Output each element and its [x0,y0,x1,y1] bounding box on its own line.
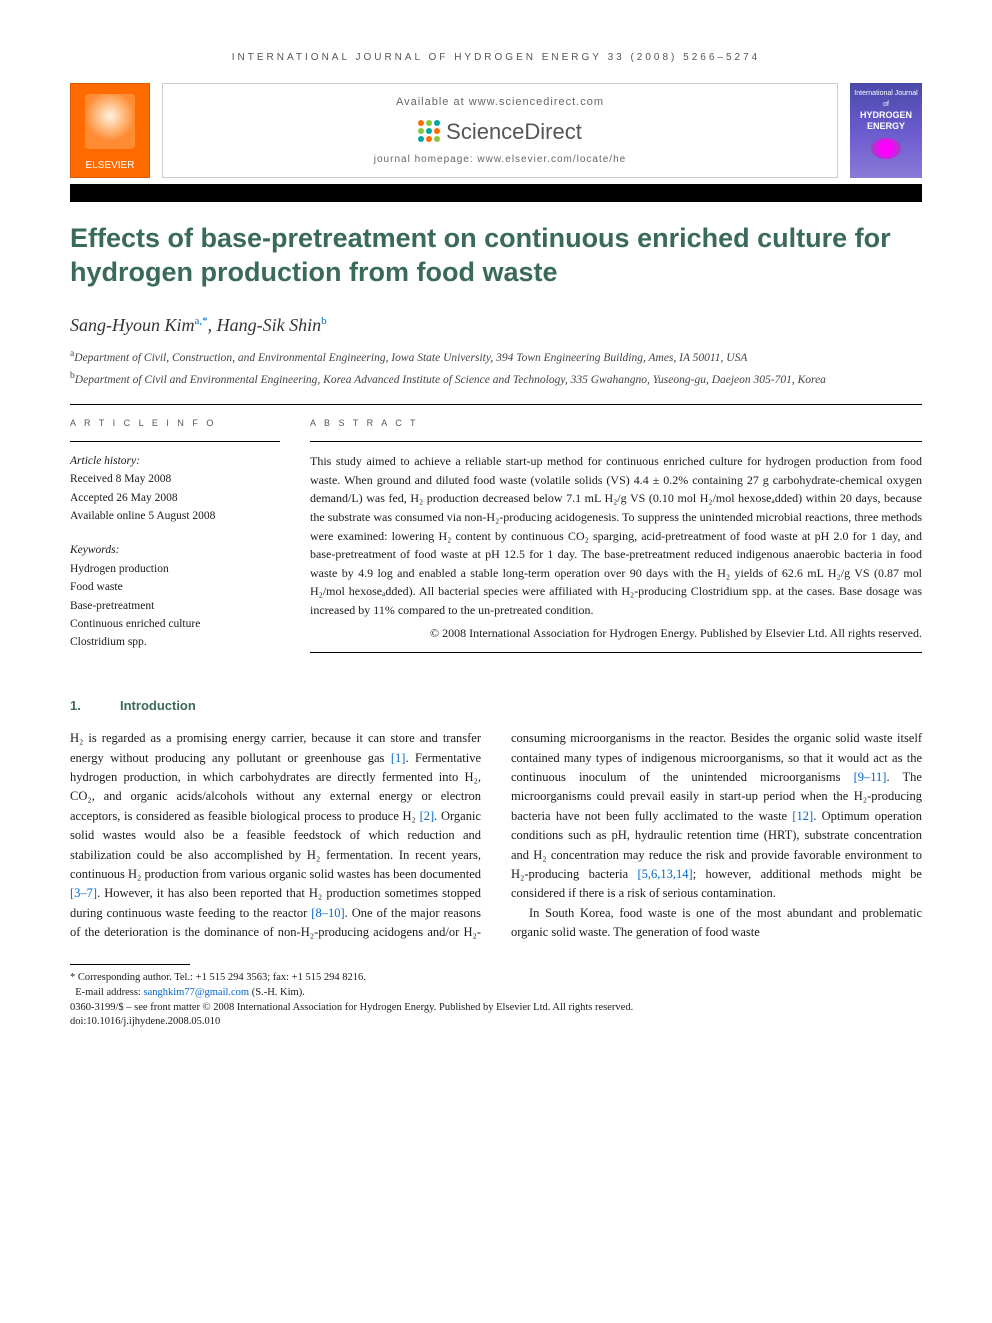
keyword: Food waste [70,578,280,596]
keywords-label: Keywords: [70,541,280,559]
divider-rule [70,404,922,405]
keyword: Clostridium spp. [70,633,280,651]
abstract-column: A B S T R A C T This study aimed to achi… [310,417,922,667]
intro-paragraph: In South Korea, food waste is one of the… [511,904,922,943]
sd-dots-icon [418,120,440,142]
email-label: E-mail address: [75,987,141,998]
cover-supertitle: International Journal of [854,89,918,110]
info-abstract-row: A R T I C L E I N F O Article history: R… [70,417,922,667]
abstract-heading: A B S T R A C T [310,417,922,431]
cover-title: HYDROGEN ENERGY [854,110,918,132]
history-line: Received 8 May 2008 [70,470,280,488]
history-line: Accepted 26 May 2008 [70,489,280,507]
section-title: Introduction [120,698,196,713]
cover-graphic-icon [871,138,901,159]
available-at-text: Available at www.sciencedirect.com [396,94,604,111]
running-head: INTERNATIONAL JOURNAL OF HYDROGEN ENERGY… [70,50,922,65]
body-two-column: H₂ is regarded as a promising energy car… [70,729,922,942]
issn-line: 0360-3199/$ – see front matter © 2008 In… [70,1001,922,1016]
elsevier-wordmark: ELSEVIER [86,158,135,173]
affiliation: aDepartment of Civil, Construction, and … [70,347,922,366]
affiliation: bDepartment of Civil and Environmental E… [70,369,922,388]
copyright-text: © 2008 International Association for Hyd… [310,624,922,643]
journal-homepage-text: journal homepage: www.elsevier.com/locat… [374,152,626,167]
article-history-block: Article history: Received 8 May 2008 Acc… [70,452,280,526]
email-line: E-mail address: sanghkim77@gmail.com (S.… [70,986,922,1001]
keyword: Continuous enriched culture [70,615,280,633]
divider-rule [310,652,922,653]
email-attribution: (S.-H. Kim). [252,987,305,998]
keywords-block: Keywords: Hydrogen production Food waste… [70,541,280,651]
abstract-text: This study aimed to achieve a reliable s… [310,452,922,619]
footnote-rule [70,964,190,965]
footnotes-block: * Corresponding author. Tel.: +1 515 294… [70,971,922,1030]
divider-rule [310,441,922,442]
author-list: Sang-Hyoun Kima,*, Hang-Sik Shinb [70,312,922,339]
branding-center: Available at www.sciencedirect.com Scien… [162,83,838,178]
corresponding-author: * Corresponding author. Tel.: +1 515 294… [70,971,922,986]
elsevier-logo: ELSEVIER [70,83,150,178]
sciencedirect-wordmark: ScienceDirect [446,115,582,148]
article-info-heading: A R T I C L E I N F O [70,417,280,431]
history-label: Article history: [70,452,280,470]
title-top-bar [70,184,922,202]
divider-rule [70,441,280,442]
keyword: Hydrogen production [70,560,280,578]
branding-row: ELSEVIER Available at www.sciencedirect.… [70,83,922,178]
doi-line: doi:10.1016/j.ijhydene.2008.05.010 [70,1015,922,1030]
section-number: 1. [70,696,120,716]
section-heading-intro: 1.Introduction [70,696,922,716]
journal-cover-thumbnail: International Journal of HYDROGEN ENERGY [850,83,922,178]
article-title: Effects of base-pretreatment on continuo… [70,222,922,290]
keyword: Base-pretreatment [70,597,280,615]
history-line: Available online 5 August 2008 [70,507,280,525]
article-info-column: A R T I C L E I N F O Article history: R… [70,417,280,667]
sciencedirect-logo: ScienceDirect [418,115,582,148]
email-link[interactable]: sanghkim77@gmail.com [143,987,249,998]
